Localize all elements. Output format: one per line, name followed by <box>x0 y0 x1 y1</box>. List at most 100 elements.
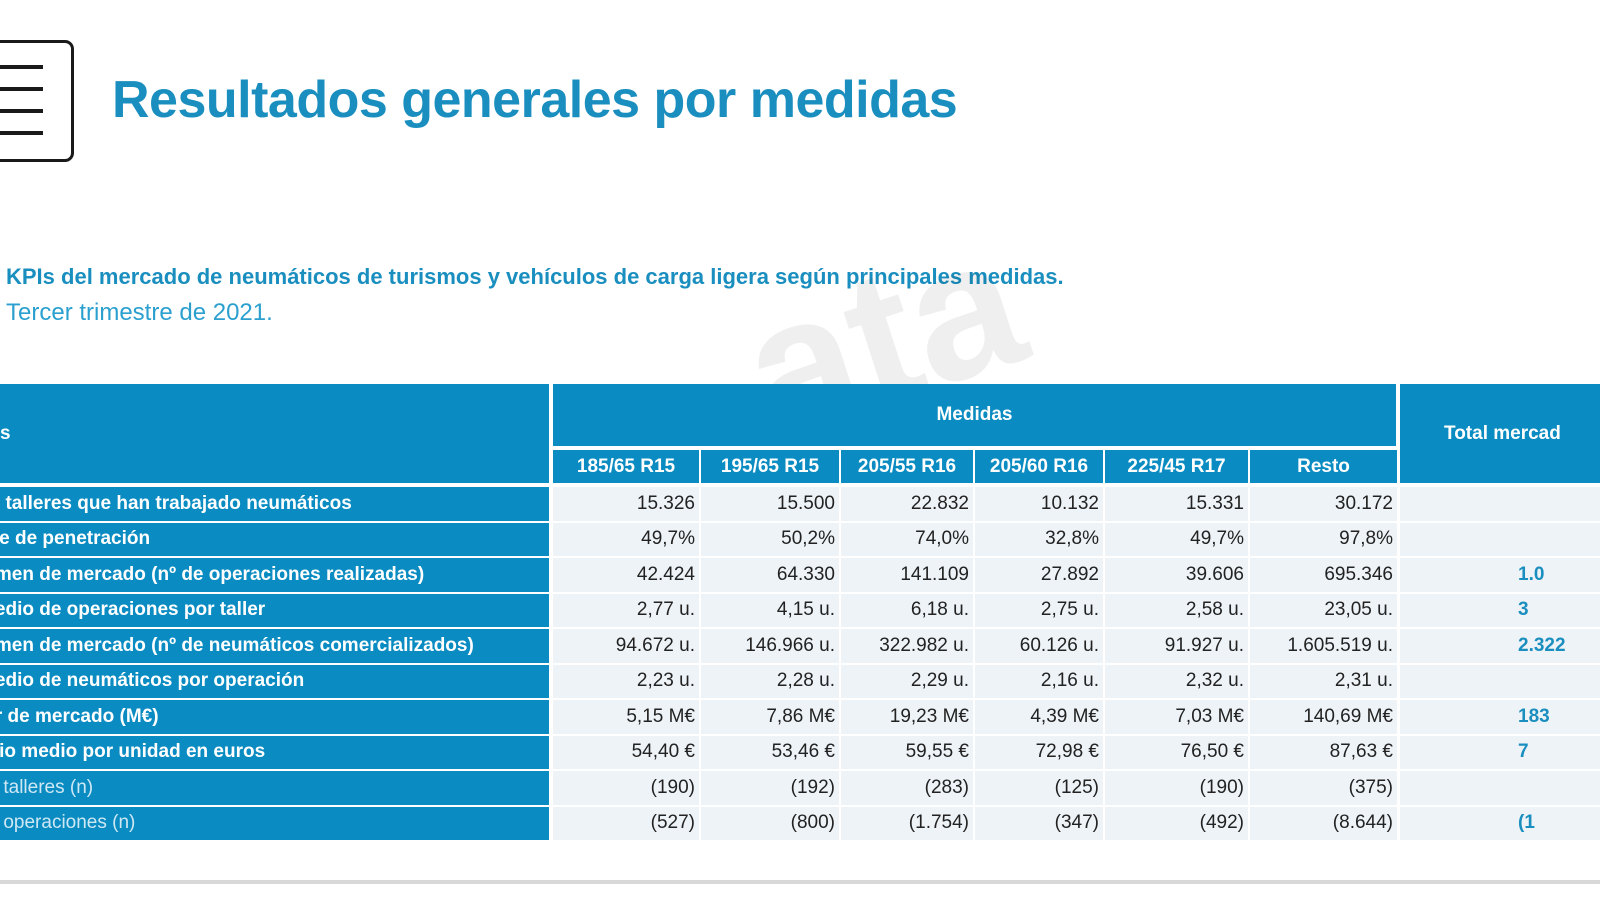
table-cell: 2,28 u. <box>701 664 839 698</box>
table-cell: 74,0% <box>841 522 973 556</box>
document-icon-line <box>0 65 43 69</box>
table-cell: 72,98 € <box>975 735 1103 769</box>
table-cell: 59,55 € <box>841 735 973 769</box>
table-cell: 22.832 <box>841 487 973 521</box>
column-header: 225/45 R17 <box>1105 450 1248 483</box>
total-cell-text: 2.322 <box>1518 634 1566 656</box>
table-cell: (283) <box>841 771 973 805</box>
page-title: Resultados generales por medidas <box>112 71 958 129</box>
total-cell-text: 7 <box>1518 741 1529 763</box>
table-cell: 60.126 u. <box>975 629 1103 663</box>
table-cell: (1.754) <box>841 806 973 840</box>
table-cell: 2,32 u. <box>1105 664 1248 698</box>
table-cell: (125) <box>975 771 1103 805</box>
column-header: 205/60 R16 <box>975 450 1103 483</box>
table-cell: 15.500 <box>701 487 839 521</box>
total-cell <box>1400 664 1600 698</box>
table-caption: KPIs del mercado de neumáticos de turism… <box>6 264 1064 289</box>
document-icon-line <box>0 131 43 135</box>
document-icon <box>0 40 74 162</box>
table-cell: 39.606 <box>1105 558 1248 592</box>
table-cell: 2,29 u. <box>841 664 973 698</box>
row-label-text: lumen de mercado (nº de operaciones real… <box>0 563 425 585</box>
total-mercado-header: Total mercad <box>1400 384 1600 483</box>
table-cell: 141.109 <box>841 558 973 592</box>
table-cell: 53,46 € <box>701 735 839 769</box>
total-cell <box>1400 487 1600 521</box>
table-cell: 2,31 u. <box>1250 664 1397 698</box>
table-corner-header: s <box>0 384 549 483</box>
row-label-text: lice de penetración <box>0 528 151 550</box>
table-period: Tercer trimestre de 2021. <box>6 299 273 326</box>
total-cell: (1 <box>1400 806 1600 840</box>
table-cell: 5,15 M€ <box>553 700 699 734</box>
table-cell: 2,75 u. <box>975 593 1103 627</box>
table-cell: 49,7% <box>1105 522 1248 556</box>
table-cell: 146.966 u. <box>701 629 839 663</box>
total-cell: 1.0 <box>1400 558 1600 592</box>
total-cell: 7 <box>1400 735 1600 769</box>
row-label-text: medio de operaciones por taller <box>0 599 266 621</box>
table-cell: 2,23 u. <box>553 664 699 698</box>
table-cell: (375) <box>1250 771 1397 805</box>
row-label: se talleres (n) <box>0 771 549 805</box>
table-cell: 23,05 u. <box>1250 593 1397 627</box>
table-cell: 94.672 u. <box>553 629 699 663</box>
table-cell: 10.132 <box>975 487 1103 521</box>
table-cell: (8.644) <box>1250 806 1397 840</box>
table-cell: 7,86 M€ <box>701 700 839 734</box>
table-cell: (492) <box>1105 806 1248 840</box>
row-label-text: de talleres que han trabajado neumáticos <box>0 492 352 514</box>
table-cell: 7,03 M€ <box>1105 700 1248 734</box>
row-label: se operaciones (n) <box>0 806 549 840</box>
total-header-label: Total mercad <box>1444 422 1561 444</box>
bottom-divider <box>0 880 1600 884</box>
table-cell: 32,8% <box>975 522 1103 556</box>
table-cell: 30.172 <box>1250 487 1397 521</box>
table-cell: 6,18 u. <box>841 593 973 627</box>
total-cell: 183 <box>1400 700 1600 734</box>
column-header: 195/65 R15 <box>701 450 839 483</box>
total-cell-text: 1.0 <box>1518 563 1545 585</box>
table-cell: 15.331 <box>1105 487 1248 521</box>
row-label: lumen de mercado (nº de operaciones real… <box>0 558 549 592</box>
table-cell: 64.330 <box>701 558 839 592</box>
table-cell: (527) <box>553 806 699 840</box>
row-label: lumen de mercado (nº de neumáticos comer… <box>0 629 549 663</box>
row-label-text: lor de mercado (M€) <box>0 705 159 727</box>
row-label-text: se operaciones (n) <box>0 812 136 834</box>
row-label: de talleres que han trabajado neumáticos <box>0 487 549 521</box>
total-cell-text: 183 <box>1518 705 1550 727</box>
row-label: lice de penetración <box>0 522 549 556</box>
table-cell: 91.927 u. <box>1105 629 1248 663</box>
table-cell: (347) <box>975 806 1103 840</box>
total-cell: 2.322 <box>1400 629 1600 663</box>
table-cell: 49,7% <box>553 522 699 556</box>
corner-label: s <box>0 422 11 444</box>
total-cell-text: 3 <box>1518 599 1529 621</box>
table-cell: 54,40 € <box>553 735 699 769</box>
table-cell: 1.605.519 u. <box>1250 629 1397 663</box>
row-label: ecio medio por unidad en euros <box>0 735 549 769</box>
table-cell: 2,77 u. <box>553 593 699 627</box>
row-label: medio de neumáticos por operación <box>0 664 549 698</box>
total-cell: 3 <box>1400 593 1600 627</box>
table-cell: 42.424 <box>553 558 699 592</box>
table-cell: 140,69 M€ <box>1250 700 1397 734</box>
table-cell: 4,39 M€ <box>975 700 1103 734</box>
watermark-text: ata <box>720 220 1047 390</box>
row-label: medio de operaciones por taller <box>0 593 549 627</box>
table-cell: 15.326 <box>553 487 699 521</box>
table-cell: (190) <box>1105 771 1248 805</box>
total-cell <box>1400 522 1600 556</box>
group-header-medidas: Medidas <box>553 384 1396 446</box>
table-cell: 19,23 M€ <box>841 700 973 734</box>
total-cell <box>1400 771 1600 805</box>
document-icon-line <box>0 87 43 91</box>
table-cell: 4,15 u. <box>701 593 839 627</box>
table-cell: 97,8% <box>1250 522 1397 556</box>
total-cell-text: (1 <box>1518 812 1535 834</box>
table-cell: 2,58 u. <box>1105 593 1248 627</box>
table-cell: 27.892 <box>975 558 1103 592</box>
table-cell: (190) <box>553 771 699 805</box>
